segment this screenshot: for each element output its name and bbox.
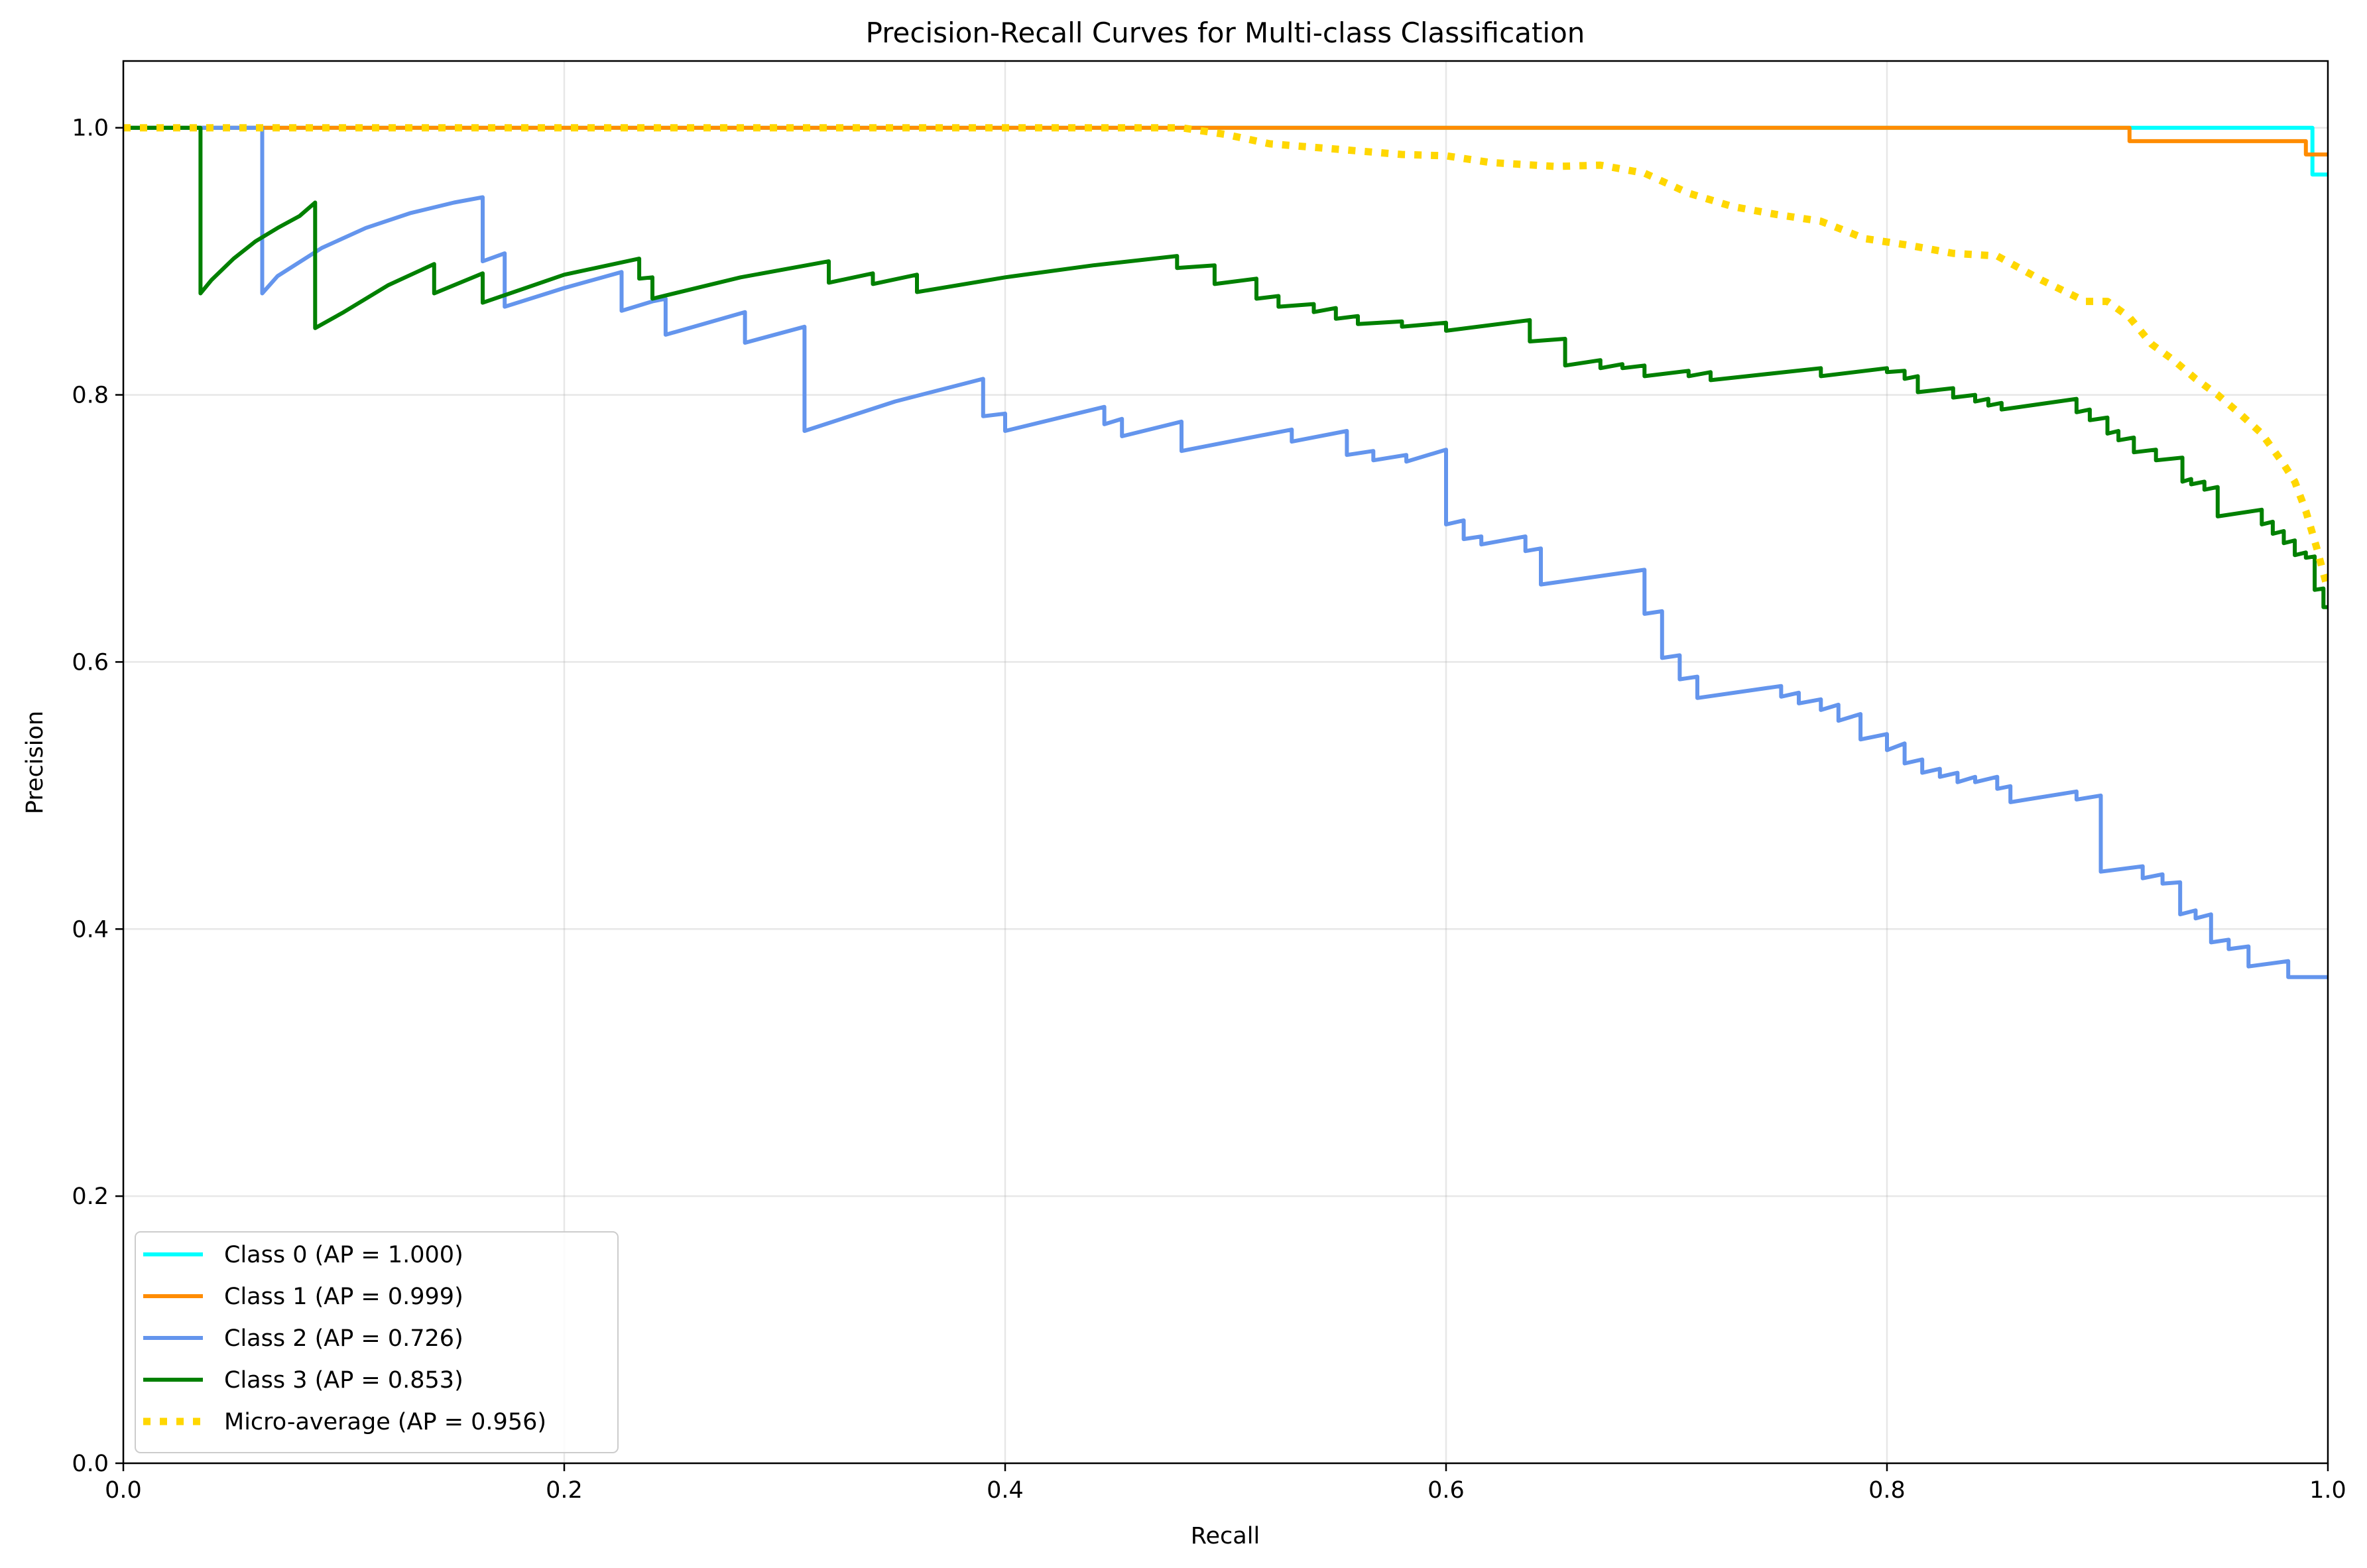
legend-label-3: Class 3 (AP = 0.853) <box>224 1367 463 1394</box>
legend: Class 0 (AP = 1.000) Class 1 (AP = 0.999)… <box>135 1231 619 1453</box>
y-tick-label: 1.0 <box>72 115 109 142</box>
series-line-3 <box>123 125 2328 609</box>
series-line-2 <box>123 125 2328 979</box>
x-tick-label: 0.4 <box>987 1477 1024 1504</box>
x-axis-label: Recall <box>1191 1523 1260 1549</box>
x-tick-label: 0.6 <box>1427 1477 1465 1504</box>
legend-label-1: Class 1 (AP = 0.999) <box>224 1284 463 1310</box>
x-tick-label: 0.0 <box>105 1477 142 1504</box>
x-tick-label: 0.2 <box>546 1477 583 1504</box>
y-tick-label: 0.0 <box>72 1451 109 1477</box>
legend-label-0: Class 0 (AP = 1.000) <box>224 1242 463 1268</box>
legend-box <box>135 1231 619 1453</box>
y-tick-label: 0.6 <box>72 649 109 676</box>
series-line-1 <box>123 125 2328 156</box>
y-tick-label: 0.8 <box>72 383 109 409</box>
legend-label-4: Micro-average (AP = 0.956) <box>224 1409 546 1435</box>
y-tick-label: 0.2 <box>72 1183 109 1210</box>
x-tick-label: 0.8 <box>1868 1477 1906 1504</box>
plot-area <box>123 61 2328 1463</box>
series-layer <box>123 124 2328 979</box>
plot-frame <box>122 60 2329 1465</box>
x-tick-label: 1.0 <box>2309 1477 2346 1504</box>
chart-title: Precision-Recall Curves for Multi-class … <box>866 17 1585 49</box>
y-tick-label: 0.4 <box>72 916 109 943</box>
legend-label-2: Class 2 (AP = 0.726) <box>224 1325 463 1352</box>
y-axis-label: Precision <box>22 711 48 814</box>
ticks: 0.0 0.2 0.4 0.6 0.8 1.0 0.0 0.2 0.4 0.6 0.8 1.0 <box>72 115 2346 1504</box>
